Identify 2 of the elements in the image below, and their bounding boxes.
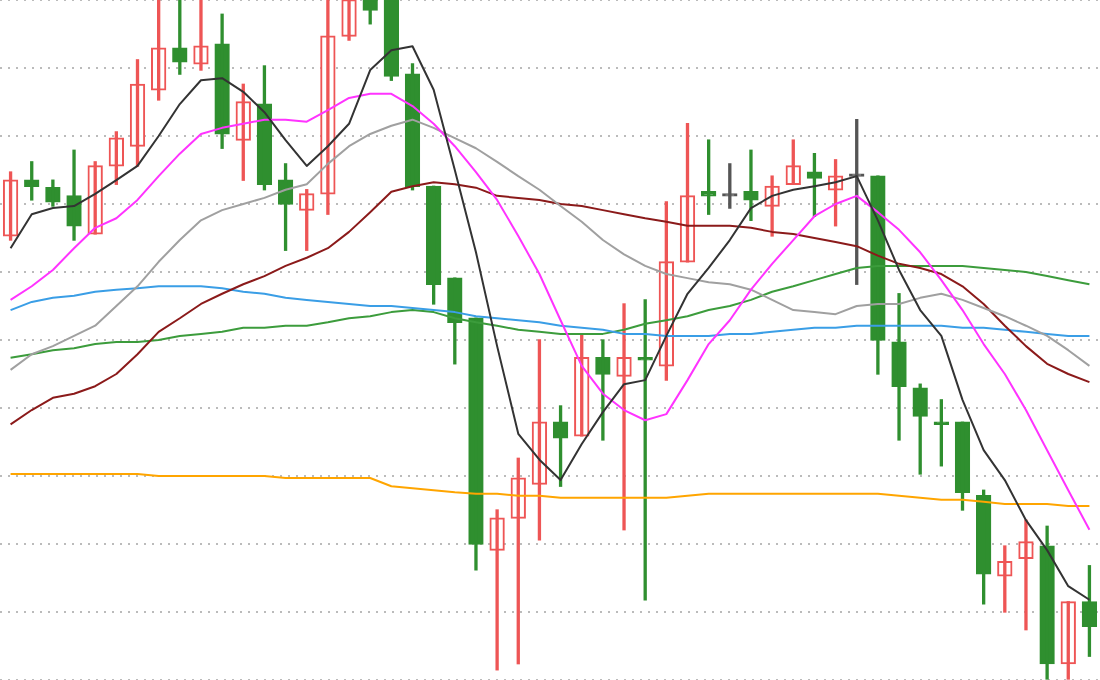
candlestick <box>722 163 738 209</box>
candlestick <box>700 139 717 215</box>
